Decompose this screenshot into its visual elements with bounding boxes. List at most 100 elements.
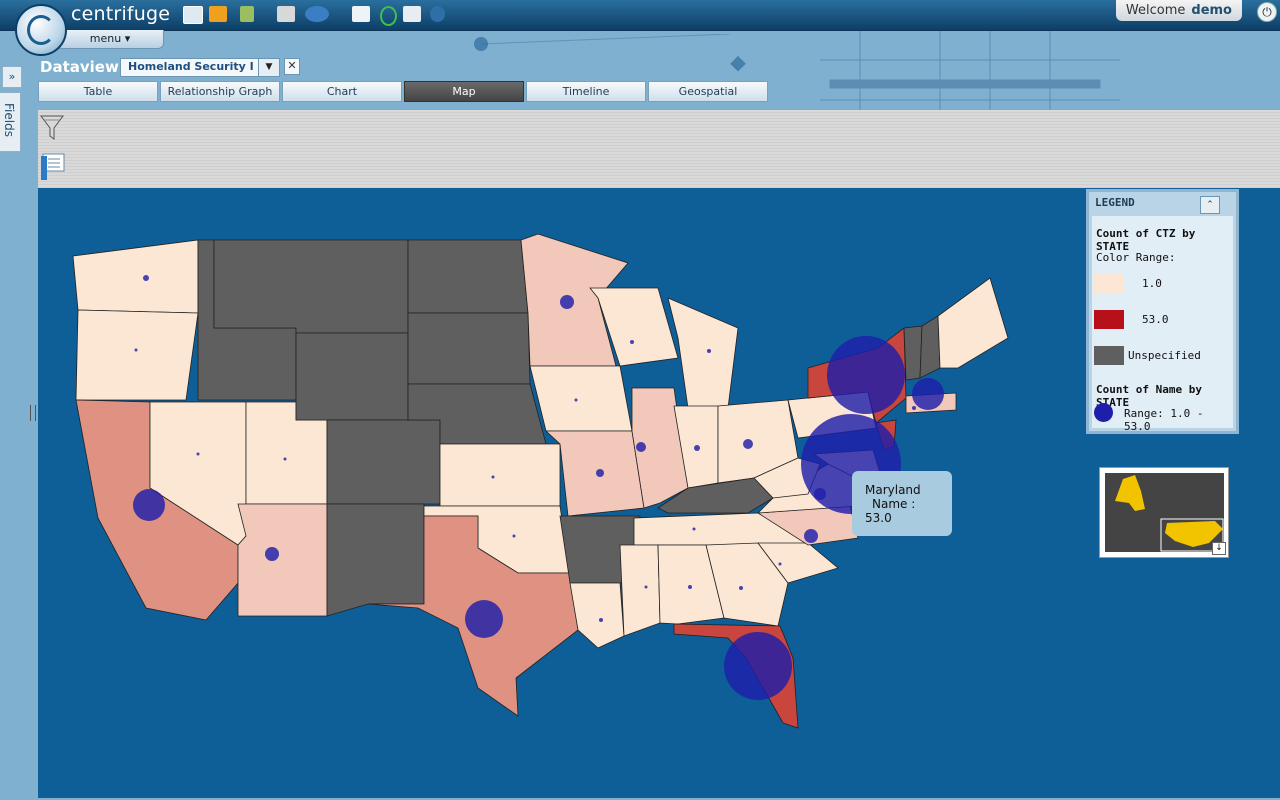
- refresh-icon[interactable]: [380, 6, 397, 26]
- header-decoration: [820, 30, 1120, 110]
- state-illinois: [631, 387, 689, 509]
- state-michigan: [667, 297, 739, 409]
- state-mississippi: [619, 544, 661, 637]
- bubble-new-jersey: [912, 406, 916, 410]
- overview-minimap[interactable]: ↓: [1099, 467, 1229, 558]
- state-wisconsin: [589, 287, 679, 367]
- minimap-canvas[interactable]: [1105, 473, 1224, 552]
- legend-title: LEGEND: [1095, 196, 1135, 209]
- state-colorado: [326, 419, 441, 505]
- close-dataview-button[interactable]: ✕: [284, 58, 300, 75]
- tab-table[interactable]: Table: [38, 81, 158, 102]
- bubble-oklahoma: [512, 534, 516, 538]
- bubble-illinois: [636, 442, 646, 452]
- username[interactable]: demo: [1191, 3, 1232, 18]
- filter-funnel-icon[interactable]: [40, 114, 64, 142]
- state-arizona: [237, 503, 328, 617]
- state-maine: [937, 277, 1009, 369]
- collapse-legend-icon[interactable]: ⌃: [1200, 196, 1220, 214]
- tab-geospatial[interactable]: Geospatial: [648, 81, 768, 102]
- legend-unspecified-label: Unspecified: [1128, 349, 1201, 362]
- brand-name: centrifuge: [71, 3, 171, 25]
- bubble-south-carolina: [778, 562, 782, 566]
- web-icon[interactable]: [305, 6, 329, 22]
- bubble-washington: [143, 275, 149, 281]
- save-icon[interactable]: [240, 6, 254, 22]
- print-icon[interactable]: [277, 6, 295, 22]
- legend-color-title: Count of CTZ by STATE: [1096, 227, 1196, 253]
- centrifuge-logo[interactable]: [15, 4, 67, 56]
- map-toolbar: [38, 110, 1280, 188]
- bubble-nevada: [196, 452, 200, 456]
- us-states-map[interactable]: [38, 188, 1280, 798]
- legend-size-title: Count of Name by STATE: [1096, 383, 1202, 409]
- bubble-mississippi: [644, 585, 648, 589]
- chevron-down-icon[interactable]: ▼: [258, 59, 279, 76]
- state-georgia: [705, 542, 789, 627]
- export-icon[interactable]: [403, 6, 421, 22]
- state-north-dakota: [407, 239, 529, 314]
- open-folder-icon[interactable]: [209, 6, 227, 22]
- tab-timeline[interactable]: Timeline: [526, 81, 646, 102]
- bubble-wisconsin: [630, 340, 634, 344]
- view-tabs: Table Relationship Graph Chart Map Timel…: [38, 81, 770, 102]
- bubble-kansas: [491, 475, 495, 479]
- tooltip-field: Name :: [872, 497, 916, 511]
- bubble-california: [133, 489, 165, 521]
- state-oregon: [75, 309, 199, 401]
- fields-panel-tab[interactable]: Fields: [0, 92, 21, 152]
- legend-bubble-symbol: [1094, 403, 1113, 422]
- expand-panel-button[interactable]: »: [2, 66, 22, 88]
- legend-high-value: 53.0: [1142, 313, 1169, 326]
- tooltip-value: 53.0: [865, 511, 892, 525]
- state-new-mexico: [326, 503, 425, 617]
- welcome-label: Welcome demo: [1115, 0, 1242, 21]
- state-montana: [213, 239, 409, 334]
- state-wyoming: [295, 332, 409, 421]
- bubble-indiana: [694, 445, 700, 451]
- menu-button[interactable]: menu ▾: [56, 30, 164, 49]
- tab-map[interactable]: Map: [404, 81, 524, 102]
- minimap-shapes: [1115, 475, 1224, 552]
- bubble-oregon: [134, 348, 138, 352]
- bubble-north-carolina: [804, 529, 818, 543]
- dataview-select[interactable]: Homeland Security I-9- ▼: [120, 58, 280, 77]
- bubble-georgia: [739, 586, 743, 590]
- legend-swatch-unspecified: [1094, 346, 1124, 365]
- bubble-minnesota: [560, 295, 574, 309]
- dataview-select-value: Homeland Security I-9-: [128, 60, 253, 73]
- legend-swatch-low: [1094, 274, 1124, 293]
- state-vermont: [903, 325, 923, 381]
- state-minnesota: [520, 233, 629, 367]
- state-louisiana: [569, 582, 625, 649]
- map-view[interactable]: [38, 188, 1280, 798]
- state-washington: [72, 239, 199, 314]
- bubble-alabama: [688, 585, 692, 589]
- map-legend: LEGEND ⌃ Count of CTZ by STATE Color Ran…: [1086, 189, 1239, 434]
- bubble-louisiana: [599, 618, 603, 622]
- minimap-toggle-icon[interactable]: ↓: [1212, 542, 1226, 555]
- panel-splitter[interactable]: [30, 405, 36, 421]
- tab-chart[interactable]: Chart: [282, 81, 402, 102]
- bubble-ohio: [743, 439, 753, 449]
- add-icon[interactable]: [352, 6, 370, 22]
- bubble-utah: [283, 457, 287, 461]
- tab-relationship-graph[interactable]: Relationship Graph: [160, 81, 280, 102]
- legend-swatch-high: [1094, 310, 1124, 329]
- bubble-arizona: [265, 547, 279, 561]
- new-dataview-icon[interactable]: [183, 6, 203, 24]
- state-south-dakota: [407, 312, 531, 385]
- bubble-tennessee: [692, 527, 696, 531]
- legend-body: Count of CTZ by STATE Color Range: 1.0 5…: [1092, 216, 1233, 433]
- bubble-new-york: [827, 336, 905, 414]
- dataview-label: Dataview: [40, 58, 119, 76]
- state-kansas: [439, 443, 561, 507]
- info-icon[interactable]: [430, 6, 445, 22]
- legend-color-range-label: Color Range:: [1096, 251, 1176, 264]
- bubble-michigan: [707, 349, 711, 353]
- bubble-virginia: [814, 488, 826, 500]
- header-network-decoration: [474, 34, 746, 72]
- power-icon[interactable]: ⏻: [1257, 2, 1277, 22]
- notes-icon[interactable]: [40, 152, 66, 182]
- bubble-missouri: [596, 469, 604, 477]
